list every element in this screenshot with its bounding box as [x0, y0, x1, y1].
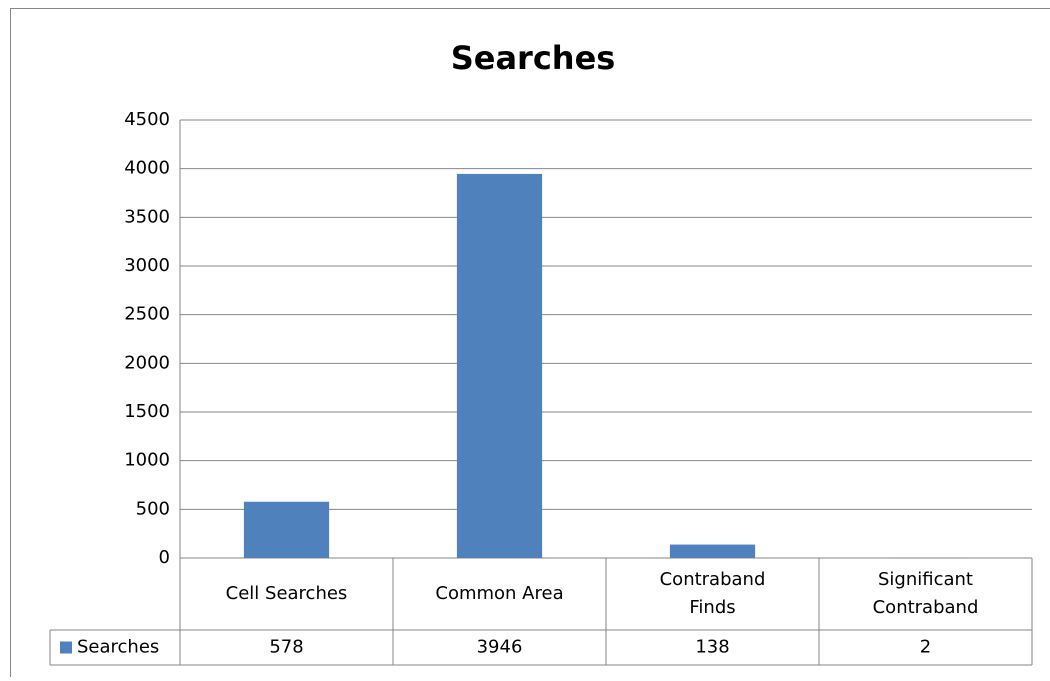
x-category-cell: Cell Searches	[180, 558, 393, 630]
y-tick-label: 3000	[124, 255, 170, 276]
legend-label: Searches	[77, 637, 159, 658]
y-tick-label: 2000	[124, 352, 170, 373]
y-tick-label: 4000	[124, 158, 170, 179]
table-value: 2	[920, 637, 931, 658]
x-category-cell: Significant Contraband	[819, 558, 1032, 630]
x-category-cell: Contraband Finds	[606, 558, 819, 630]
bar	[670, 545, 755, 558]
y-tick-label: 3500	[124, 206, 170, 227]
y-tick-label: 1500	[124, 401, 170, 422]
chart-title: Searches	[451, 39, 616, 77]
y-tick-label: 2500	[124, 304, 170, 325]
y-tick-label: 1000	[124, 450, 170, 471]
y-tick-label: 0	[159, 547, 170, 568]
table-value: 138	[695, 637, 729, 658]
x-tick-label: Cell Searches	[180, 558, 393, 630]
table-value: 3946	[477, 637, 523, 658]
bar	[244, 502, 329, 558]
y-tick-label: 4500	[124, 109, 170, 130]
x-tick-label: Common Area	[393, 558, 606, 630]
y-tick-label: 500	[136, 498, 170, 519]
x-tick-label: Significant Contraband	[819, 558, 1032, 630]
x-tick-label: Contraband Finds	[606, 558, 819, 630]
bar	[457, 174, 542, 558]
table-value: 578	[269, 637, 303, 658]
legend-swatch	[60, 642, 72, 654]
x-category-cell: Common Area	[393, 558, 606, 630]
